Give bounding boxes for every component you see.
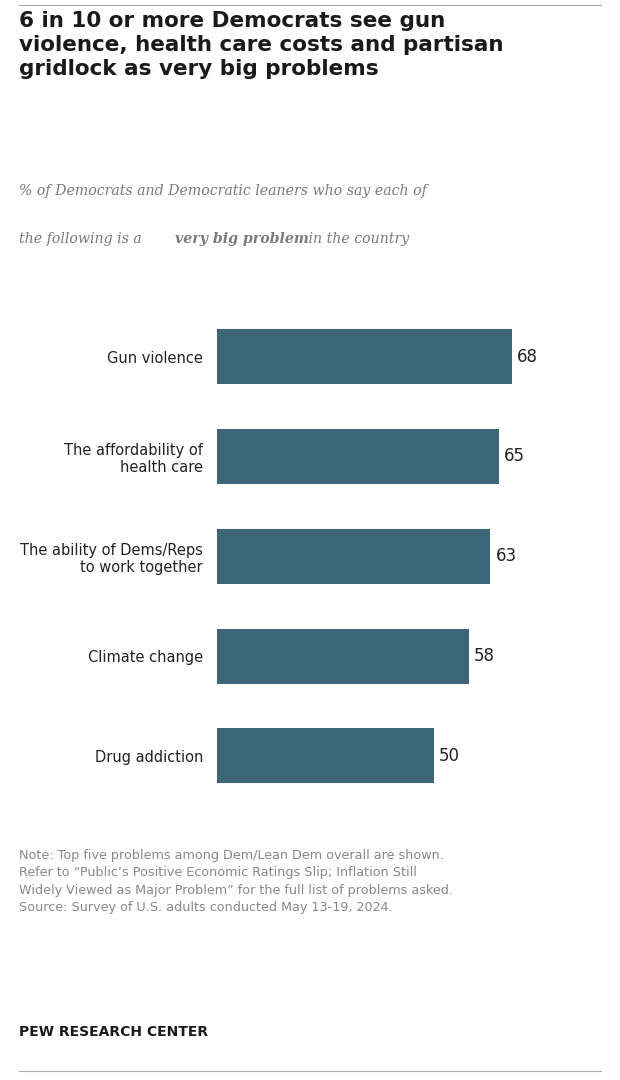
- Bar: [217, 429, 499, 484]
- Text: in the country: in the country: [304, 232, 409, 246]
- Text: PEW RESEARCH CENTER: PEW RESEARCH CENTER: [19, 1025, 208, 1039]
- Bar: [217, 529, 490, 583]
- Text: 63: 63: [495, 548, 516, 565]
- Bar: [217, 629, 469, 684]
- Text: 6 in 10 or more Democrats see gun
violence, health care costs and partisan
gridl: 6 in 10 or more Democrats see gun violen…: [19, 11, 503, 79]
- Text: 68: 68: [517, 348, 538, 365]
- Text: 58: 58: [474, 647, 495, 665]
- Text: very big problem: very big problem: [175, 232, 309, 246]
- Text: % of Democrats and Democratic leaners who say each of: % of Democrats and Democratic leaners wh…: [19, 184, 427, 198]
- Bar: [217, 329, 512, 384]
- Bar: [217, 728, 434, 783]
- Text: 65: 65: [504, 447, 525, 465]
- Text: 50: 50: [439, 747, 460, 765]
- Text: the following is a: the following is a: [19, 232, 146, 246]
- Text: Note: Top five problems among Dem/Lean Dem overall are shown.
Refer to “Public’s: Note: Top five problems among Dem/Lean D…: [19, 849, 453, 915]
